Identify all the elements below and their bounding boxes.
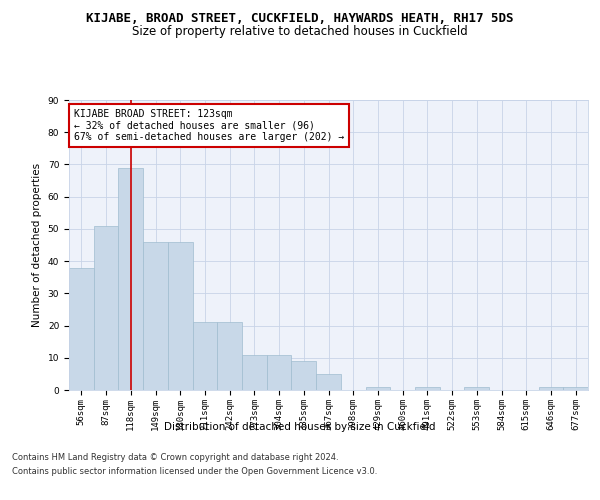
Y-axis label: Number of detached properties: Number of detached properties: [32, 163, 42, 327]
Bar: [143, 242, 168, 390]
Bar: [539, 387, 563, 390]
Bar: [193, 322, 217, 390]
Text: Distribution of detached houses by size in Cuckfield: Distribution of detached houses by size …: [164, 422, 436, 432]
Bar: [365, 387, 390, 390]
Text: Contains public sector information licensed under the Open Government Licence v3: Contains public sector information licen…: [12, 467, 377, 476]
Bar: [563, 387, 588, 390]
Bar: [168, 242, 193, 390]
Bar: [118, 168, 143, 390]
Bar: [464, 387, 489, 390]
Bar: [242, 354, 267, 390]
Bar: [217, 322, 242, 390]
Bar: [316, 374, 341, 390]
Text: Size of property relative to detached houses in Cuckfield: Size of property relative to detached ho…: [132, 25, 468, 38]
Bar: [69, 268, 94, 390]
Bar: [267, 354, 292, 390]
Bar: [292, 361, 316, 390]
Text: KIJABE BROAD STREET: 123sqm
← 32% of detached houses are smaller (96)
67% of sem: KIJABE BROAD STREET: 123sqm ← 32% of det…: [74, 108, 344, 142]
Text: Contains HM Land Registry data © Crown copyright and database right 2024.: Contains HM Land Registry data © Crown c…: [12, 454, 338, 462]
Bar: [415, 387, 440, 390]
Text: KIJABE, BROAD STREET, CUCKFIELD, HAYWARDS HEATH, RH17 5DS: KIJABE, BROAD STREET, CUCKFIELD, HAYWARD…: [86, 12, 514, 26]
Bar: [94, 226, 118, 390]
